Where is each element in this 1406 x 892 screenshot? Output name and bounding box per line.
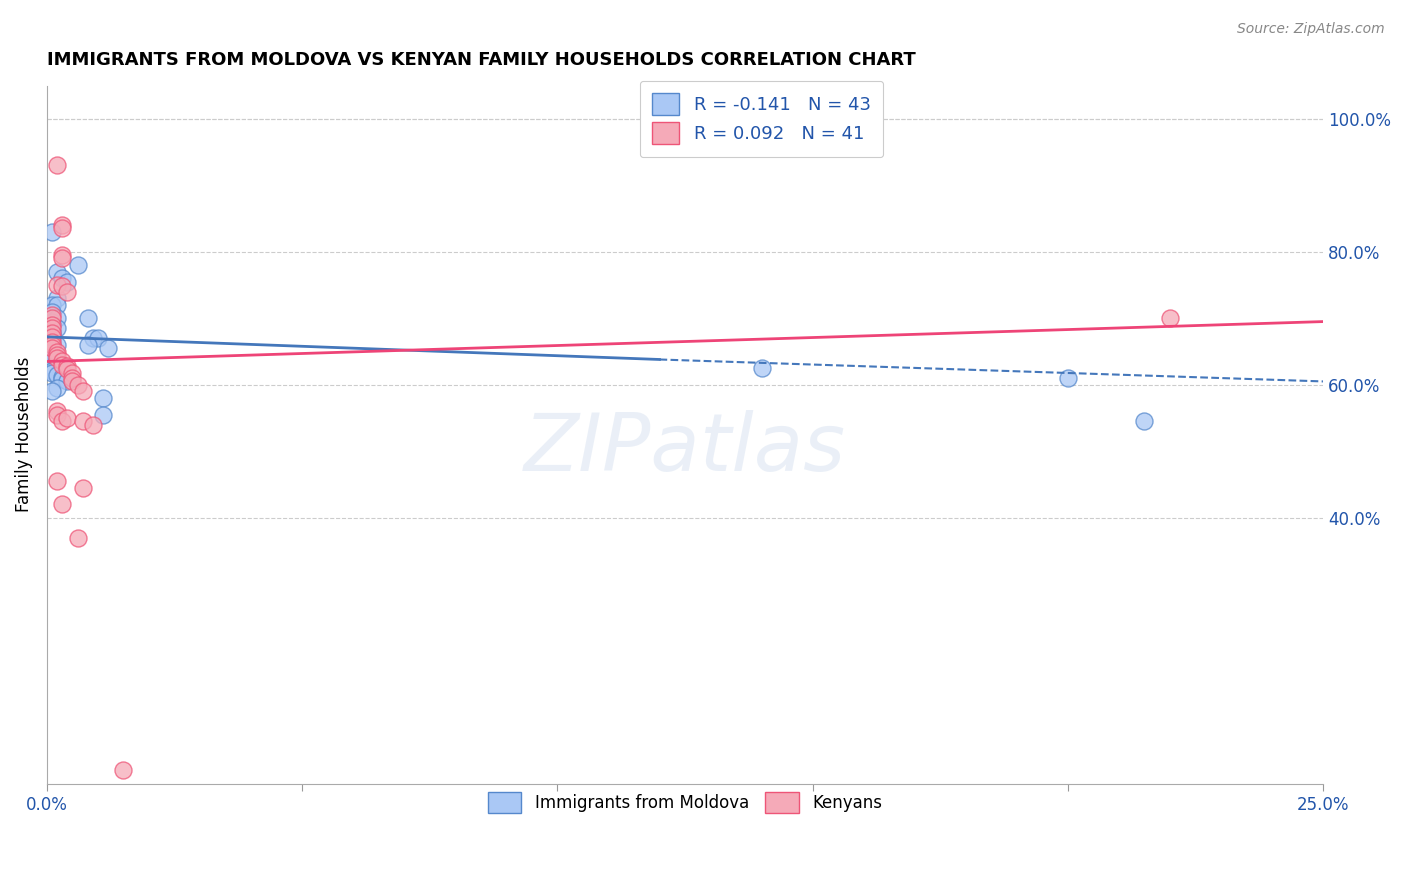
Point — [41, 341, 63, 355]
Point — [41, 330, 63, 344]
Point — [56, 359, 79, 373]
Point — [46, 298, 69, 312]
Point — [46, 474, 69, 488]
Point — [41, 339, 63, 353]
Point — [56, 285, 79, 299]
Point — [51, 354, 73, 368]
Point — [41, 311, 63, 326]
Point — [46, 338, 69, 352]
Point — [41, 325, 63, 339]
Point — [51, 358, 73, 372]
Point — [62, 366, 84, 380]
Point — [51, 252, 73, 266]
Point — [72, 414, 94, 428]
Point — [72, 481, 94, 495]
Point — [41, 318, 63, 332]
Point — [72, 384, 94, 399]
Point — [41, 318, 63, 332]
Point — [41, 304, 63, 318]
Point — [46, 265, 69, 279]
Point — [46, 404, 69, 418]
Point — [46, 353, 69, 368]
Point — [97, 341, 120, 355]
Point — [51, 414, 73, 428]
Point — [41, 326, 63, 340]
Point — [46, 354, 69, 368]
Point — [41, 384, 63, 399]
Y-axis label: Family Households: Family Households — [15, 357, 32, 512]
Point — [1133, 414, 1156, 428]
Point — [46, 278, 69, 293]
Point — [66, 531, 89, 545]
Point — [1057, 371, 1080, 385]
Point — [82, 417, 104, 432]
Point — [41, 308, 63, 322]
Point — [46, 408, 69, 422]
Point — [41, 321, 63, 335]
Point — [46, 368, 69, 382]
Point — [87, 331, 110, 345]
Point — [41, 315, 63, 329]
Point — [62, 375, 84, 389]
Point — [66, 377, 89, 392]
Point — [41, 338, 63, 352]
Point — [41, 344, 63, 359]
Point — [41, 334, 63, 349]
Point — [41, 364, 63, 378]
Point — [51, 372, 73, 386]
Point — [56, 375, 79, 389]
Point — [46, 381, 69, 395]
Point — [46, 348, 69, 362]
Point — [62, 371, 84, 385]
Point — [56, 411, 79, 425]
Point — [41, 348, 63, 362]
Point — [76, 311, 98, 326]
Point — [46, 311, 69, 326]
Text: IMMIGRANTS FROM MOLDOVA VS KENYAN FAMILY HOUSEHOLDS CORRELATION CHART: IMMIGRANTS FROM MOLDOVA VS KENYAN FAMILY… — [46, 51, 915, 69]
Point — [46, 351, 69, 366]
Point — [41, 351, 63, 366]
Text: Source: ZipAtlas.com: Source: ZipAtlas.com — [1237, 22, 1385, 37]
Point — [41, 341, 63, 355]
Point — [51, 271, 73, 285]
Point — [91, 408, 114, 422]
Point — [91, 391, 114, 405]
Point — [76, 338, 98, 352]
Point — [41, 327, 63, 342]
Point — [41, 298, 63, 312]
Point — [51, 218, 73, 232]
Point — [46, 158, 69, 172]
Point — [56, 362, 79, 376]
Point — [41, 225, 63, 239]
Point — [66, 258, 89, 272]
Point — [112, 764, 135, 778]
Point — [82, 331, 104, 345]
Point — [51, 248, 73, 262]
Point — [41, 366, 63, 380]
Point — [41, 331, 63, 345]
Point — [51, 279, 73, 293]
Point — [46, 291, 69, 305]
Point — [51, 221, 73, 235]
Point — [41, 334, 63, 349]
Point — [751, 361, 773, 376]
Point — [56, 275, 79, 289]
Point — [51, 498, 73, 512]
Point — [46, 321, 69, 335]
Point — [51, 369, 73, 384]
Text: ZIPatlas: ZIPatlas — [524, 409, 846, 488]
Point — [1159, 311, 1181, 326]
Point — [46, 344, 69, 359]
Legend: Immigrants from Moldova, Kenyans: Immigrants from Moldova, Kenyans — [477, 780, 894, 824]
